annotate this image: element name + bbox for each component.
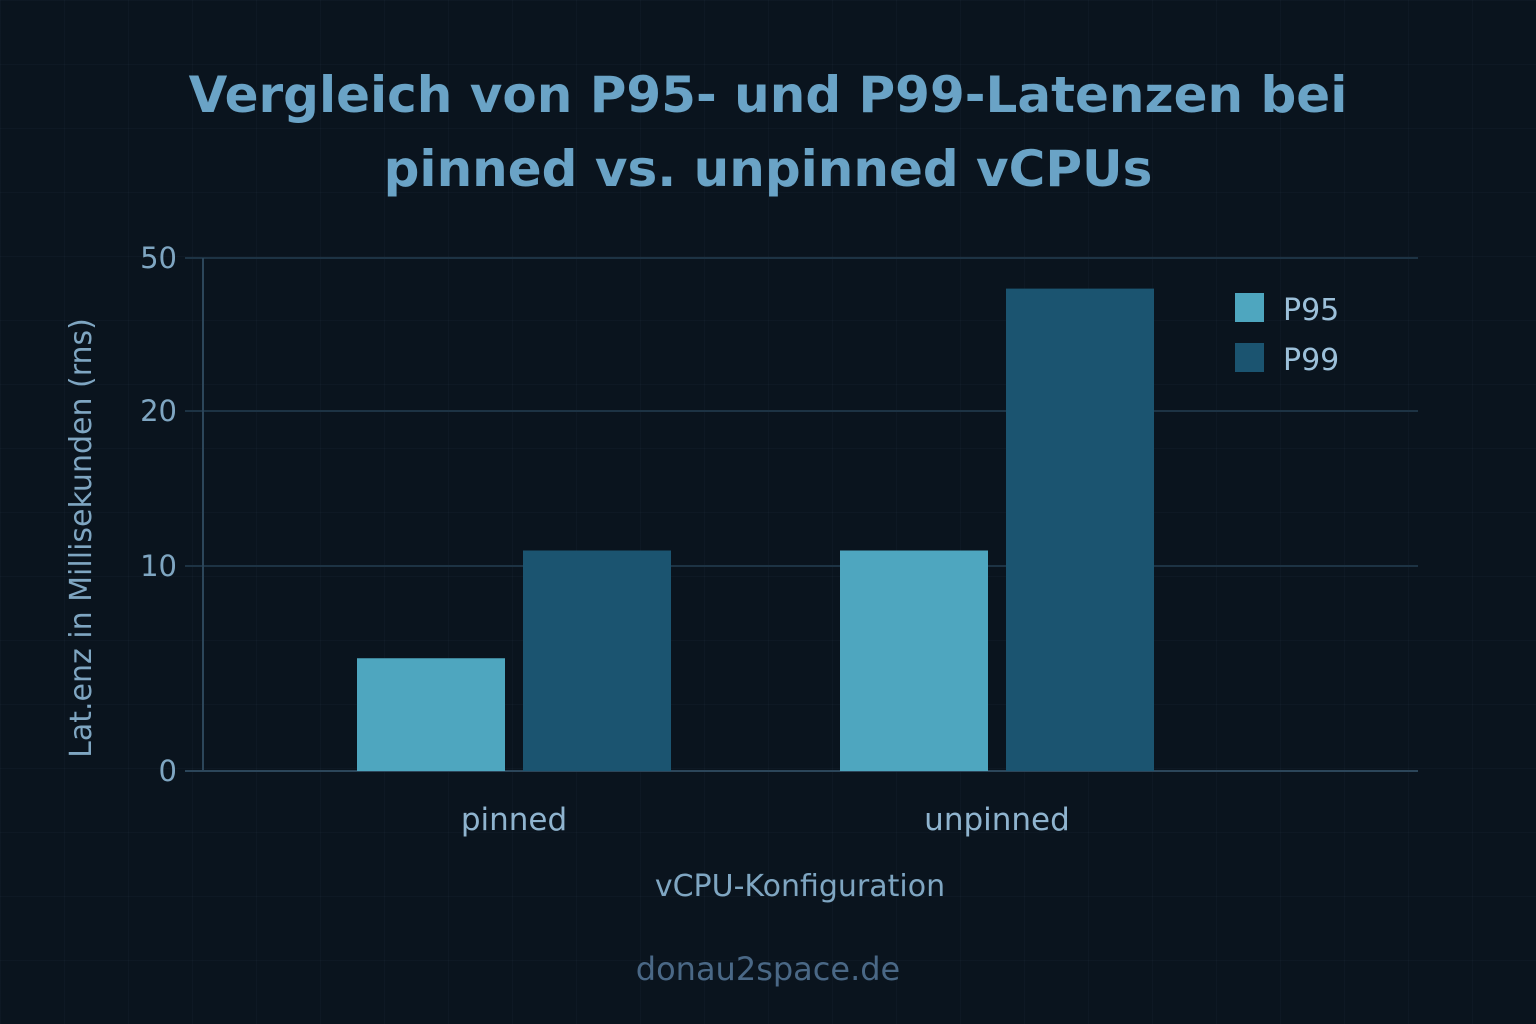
chart-title-line-2: pinned vs. unpinned vCPUs bbox=[383, 140, 1153, 198]
y-tick-label-0: 0 bbox=[159, 754, 177, 788]
bars bbox=[357, 288, 1154, 771]
x-category-label-pinned: pinned bbox=[461, 802, 567, 838]
y-tick-label-20: 20 bbox=[140, 394, 177, 428]
legend-label-p95: P95 bbox=[1283, 293, 1339, 328]
legend-label-p99: P99 bbox=[1283, 343, 1339, 378]
chart-title: Vergleich von P95- und P99-Latenzen bei … bbox=[0, 58, 1536, 206]
bar-pinned-p95 bbox=[357, 658, 505, 771]
watermark-text: donau2space.de bbox=[635, 950, 901, 988]
legend-swatch-p95 bbox=[1235, 293, 1264, 322]
y-tick-label-50: 50 bbox=[140, 241, 177, 275]
x-category-label-unpinned: unpinned bbox=[924, 802, 1070, 838]
y-axis-title: Lat.enz in Millisekunden (rns) bbox=[64, 318, 99, 758]
chart-title-line-1: Vergleich von P95- und P99-Latenzen bei bbox=[188, 66, 1348, 124]
x-category-labels: pinned unpinned bbox=[461, 802, 1070, 838]
bar-pinned-p99 bbox=[523, 550, 671, 771]
bar-unpinned-p95 bbox=[840, 550, 988, 771]
bar-unpinned-p99 bbox=[1006, 288, 1154, 771]
y-tick-label-10: 10 bbox=[140, 549, 177, 583]
y-tick-labels: 0 10 20 50 bbox=[140, 241, 177, 788]
legend-swatch-p99 bbox=[1235, 343, 1264, 372]
x-axis-title: vCPU-Konfiguration bbox=[655, 869, 945, 904]
